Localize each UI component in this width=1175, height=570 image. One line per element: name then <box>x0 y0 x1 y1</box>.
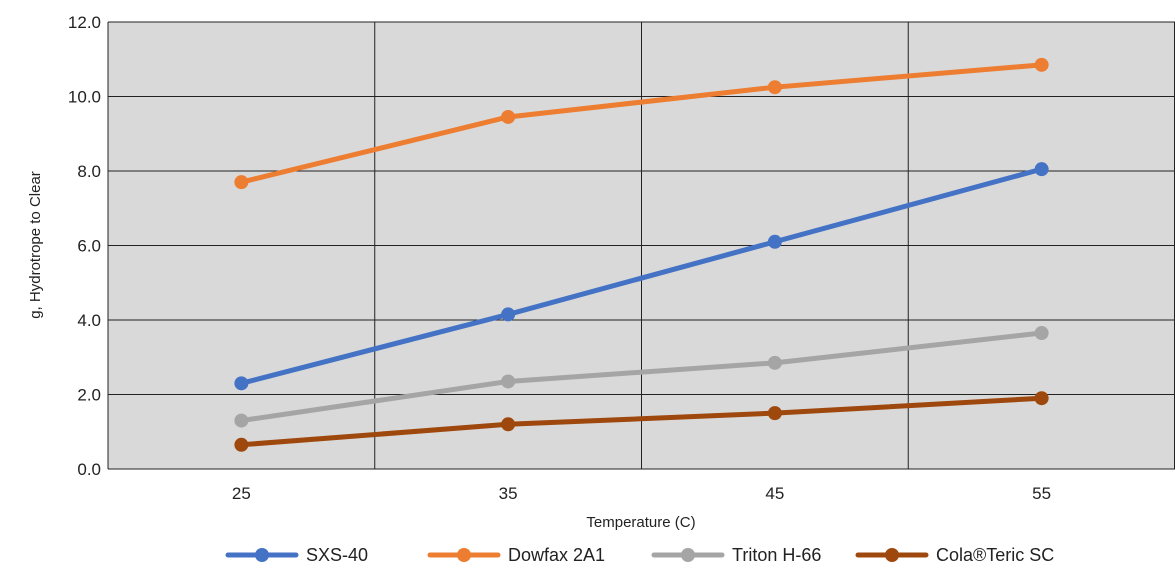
x-axis-tick-labels: 25 35 45 55 <box>232 484 1051 503</box>
series-triton-h-66 <box>234 326 1049 428</box>
legend-swatch-marker <box>255 548 269 562</box>
legend-swatch-marker <box>457 548 471 562</box>
y-tick-label: 8.0 <box>77 162 101 181</box>
x-axis-title: Temperature (C) <box>586 514 695 531</box>
series-sxs-40 <box>234 162 1049 391</box>
y-axis-tick-labels: 0.0 2.0 4.0 6.0 8.0 10.0 12.0 <box>68 13 101 479</box>
data-point <box>1034 57 1049 72</box>
data-point <box>501 307 516 322</box>
data-point <box>501 417 516 432</box>
legend-label: Dowfax 2A1 <box>508 545 605 565</box>
legend-label: SXS-40 <box>306 545 368 565</box>
data-point <box>767 234 782 249</box>
data-point <box>234 413 249 428</box>
data-point <box>234 437 249 452</box>
series-line <box>238 166 1045 386</box>
data-point <box>767 406 782 421</box>
y-tick-label: 12.0 <box>68 13 101 32</box>
legend-item: Cola®Teric SC <box>855 545 1054 565</box>
y-axis-title: g, Hydrotrope to Clear <box>27 171 44 319</box>
x-tick-label: 35 <box>499 484 518 503</box>
y-tick-label: 0.0 <box>77 460 101 479</box>
data-point <box>501 109 516 124</box>
y-tick-label: 2.0 <box>77 386 101 405</box>
y-tick-label: 10.0 <box>68 88 101 107</box>
legend-item: Triton H-66 <box>651 545 821 565</box>
series-line <box>238 395 1045 448</box>
legend: SXS-40 Dowfax 2A1 Triton H-66 Cola®Teric SC <box>225 545 1054 565</box>
series-line <box>238 330 1045 424</box>
data-point <box>767 355 782 370</box>
gridlines <box>107 21 1175 470</box>
legend-item: SXS-40 <box>225 545 368 565</box>
data-point <box>767 80 782 95</box>
legend-label: Triton H-66 <box>732 545 821 565</box>
legend-swatch-marker <box>885 548 899 562</box>
y-tick-label: 4.0 <box>77 311 101 330</box>
legend-label: Cola®Teric SC <box>936 545 1054 565</box>
y-tick-label: 6.0 <box>77 237 101 256</box>
data-point <box>1034 391 1049 406</box>
series-cola-teric-sc <box>234 391 1049 452</box>
series-dowfax-2a1 <box>234 57 1049 190</box>
data-point <box>234 175 249 190</box>
data-point <box>501 374 516 389</box>
x-tick-label: 55 <box>1032 484 1051 503</box>
data-point <box>1034 326 1049 341</box>
legend-swatch-marker <box>681 548 695 562</box>
series-lines <box>234 57 1049 452</box>
x-tick-label: 45 <box>765 484 784 503</box>
data-point <box>1034 162 1049 177</box>
data-point <box>234 376 249 391</box>
series-line <box>238 62 1045 185</box>
x-tick-label: 25 <box>232 484 251 503</box>
legend-item: Dowfax 2A1 <box>427 545 605 565</box>
